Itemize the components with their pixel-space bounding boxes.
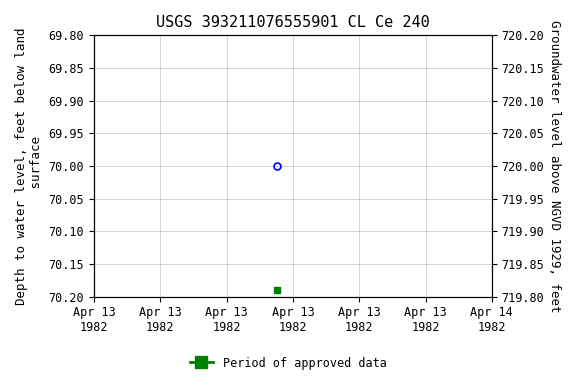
Y-axis label: Depth to water level, feet below land
 surface: Depth to water level, feet below land su… (15, 27, 43, 305)
Title: USGS 393211076555901 CL Ce 240: USGS 393211076555901 CL Ce 240 (156, 15, 430, 30)
Y-axis label: Groundwater level above NGVD 1929, feet: Groundwater level above NGVD 1929, feet (548, 20, 561, 312)
Legend: Period of approved data: Period of approved data (185, 352, 391, 374)
